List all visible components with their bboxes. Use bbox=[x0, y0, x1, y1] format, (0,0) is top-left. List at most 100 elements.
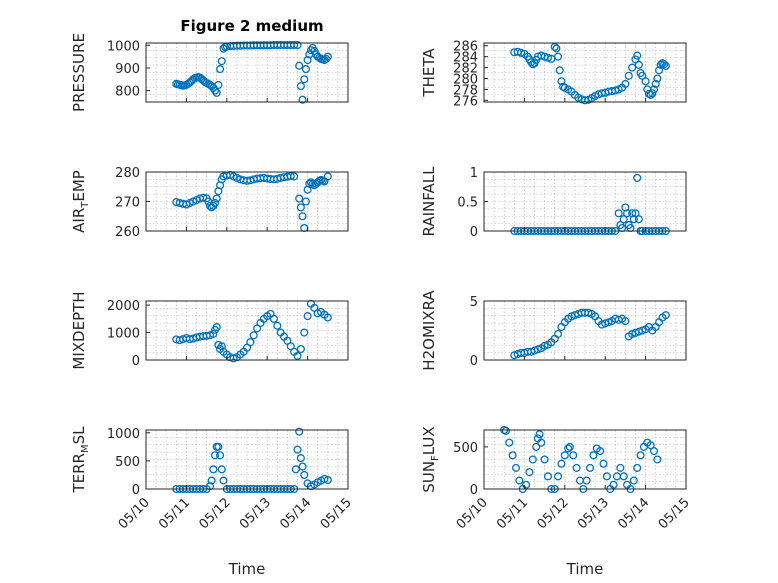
axes-frame bbox=[483, 429, 687, 490]
data-point bbox=[207, 476, 216, 485]
data-point bbox=[564, 444, 573, 453]
data-point bbox=[210, 86, 220, 95]
data-point bbox=[648, 89, 657, 98]
data-point bbox=[596, 447, 605, 456]
data-point bbox=[527, 58, 536, 67]
data-point bbox=[199, 193, 208, 202]
x-tick-label: 05/15 bbox=[656, 495, 693, 532]
data-point bbox=[540, 455, 549, 464]
data-point bbox=[323, 52, 332, 61]
data-point bbox=[295, 427, 304, 436]
figure-title: Figure 2 medium bbox=[180, 17, 323, 35]
subplot-rainfall: 0 0.5 1 RAINFALL bbox=[420, 166, 687, 240]
data-point bbox=[320, 474, 329, 483]
data-point bbox=[629, 476, 638, 485]
data-point bbox=[585, 463, 595, 472]
x-tick-label: 05/15 bbox=[318, 495, 355, 532]
data-point bbox=[649, 447, 659, 456]
data-point bbox=[644, 89, 654, 98]
data-point bbox=[300, 328, 309, 337]
data-point bbox=[306, 46, 316, 55]
data-point bbox=[205, 482, 215, 491]
y-tick-label: 900 bbox=[115, 62, 140, 77]
data-point bbox=[290, 40, 299, 50]
data-point bbox=[619, 215, 628, 224]
data-point bbox=[296, 203, 305, 212]
x-tick-label: 05/12 bbox=[535, 495, 572, 532]
data-point bbox=[216, 451, 225, 460]
data-point bbox=[214, 442, 223, 451]
subplot-sun-flux: 0 500 05/10 05/11 05/12 05/13 05/14 05/15 Time SU… bbox=[420, 425, 693, 578]
y-tick-label: 1 bbox=[470, 166, 478, 181]
data-point bbox=[661, 311, 670, 320]
data-point bbox=[661, 61, 670, 70]
data-point bbox=[599, 459, 608, 468]
axes-frame bbox=[145, 300, 349, 361]
data-point bbox=[589, 451, 598, 460]
data-point bbox=[210, 198, 220, 208]
data-point bbox=[273, 321, 282, 330]
y-tick-label: 0 bbox=[470, 483, 478, 498]
data-point bbox=[655, 66, 664, 75]
y-tick-label: 260 bbox=[115, 225, 140, 240]
data-point bbox=[219, 476, 228, 485]
data-point bbox=[609, 480, 618, 489]
data-point bbox=[322, 54, 331, 63]
data-point bbox=[308, 179, 317, 188]
y-tick-label: 2000 bbox=[107, 299, 140, 314]
data-point bbox=[300, 75, 309, 84]
data-point bbox=[616, 463, 625, 472]
data-point bbox=[301, 65, 310, 74]
axes-frame bbox=[483, 42, 687, 103]
data-point bbox=[298, 212, 307, 221]
y-tick-label: 0.5 bbox=[457, 196, 478, 211]
data-point bbox=[522, 480, 531, 489]
y-tick-label: 276 bbox=[453, 94, 478, 109]
data-point bbox=[528, 455, 537, 464]
data-point bbox=[552, 44, 561, 53]
data-point bbox=[554, 472, 563, 481]
x-axis-label: Time bbox=[566, 560, 604, 578]
data-point bbox=[293, 40, 302, 50]
data-point bbox=[557, 77, 566, 86]
data-point bbox=[651, 79, 660, 89]
data-point bbox=[303, 55, 312, 65]
data-point bbox=[217, 342, 226, 351]
data-point bbox=[295, 61, 304, 70]
data-point bbox=[508, 451, 517, 460]
data-point bbox=[300, 470, 309, 480]
data-point bbox=[557, 459, 566, 468]
y-tick-label: 500 bbox=[115, 455, 140, 470]
subplot-terr-msl: 0 500 1000 05/10 05/11 05/12 05/13 05/14 05/15 Ti… bbox=[70, 426, 355, 578]
y-tick-label: 284 bbox=[453, 51, 478, 66]
y-tick-label: 282 bbox=[453, 62, 478, 77]
data-point bbox=[515, 476, 524, 485]
data-point bbox=[291, 465, 300, 474]
y-tick-label: 280 bbox=[453, 73, 478, 88]
y-tick-label: 286 bbox=[453, 40, 478, 55]
data-point bbox=[295, 194, 304, 203]
data-point bbox=[323, 172, 332, 181]
data-point bbox=[621, 79, 630, 89]
y-axis-label: AIRTEMP bbox=[70, 170, 91, 233]
data-point bbox=[621, 317, 630, 326]
data-point bbox=[631, 209, 640, 218]
data-point bbox=[628, 63, 637, 72]
data-point bbox=[611, 86, 620, 95]
data-point bbox=[212, 194, 221, 203]
data-point bbox=[582, 476, 591, 485]
data-point bbox=[555, 66, 564, 75]
y-tick-label: 1000 bbox=[107, 327, 140, 342]
data-point bbox=[543, 53, 553, 62]
data-point bbox=[286, 172, 295, 181]
x-tick-label: 05/13 bbox=[575, 495, 612, 532]
data-point bbox=[641, 77, 650, 86]
data-point bbox=[653, 455, 662, 464]
data-point bbox=[619, 472, 628, 481]
data-point bbox=[653, 74, 662, 83]
data-point bbox=[216, 65, 225, 74]
x-tick-label: 05/10 bbox=[454, 495, 491, 532]
data-point bbox=[525, 468, 534, 477]
